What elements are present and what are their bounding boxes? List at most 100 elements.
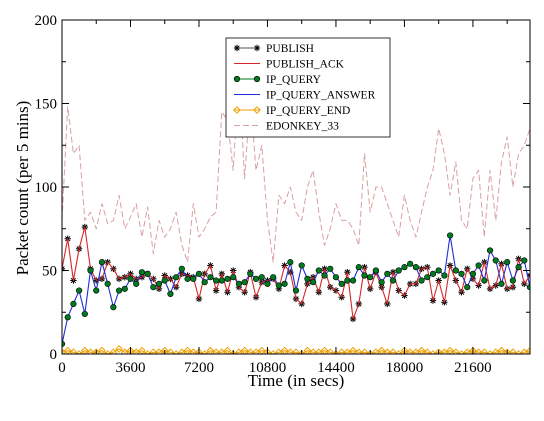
data-point-ip-query-21 (179, 266, 185, 272)
data-point-ip-query-35 (259, 274, 265, 280)
data-point-ip-query-12 (128, 276, 134, 282)
data-point-ip-query-13 (133, 281, 139, 287)
data-point-ip-query-84 (539, 273, 544, 279)
data-point-ip-query-22 (185, 276, 191, 282)
data-point-ip-query-70 (459, 271, 465, 277)
data-point-ip-query-16 (151, 284, 157, 290)
data-point-publish-84 (539, 258, 544, 263)
y-tick-label-100: 100 (35, 180, 58, 196)
data-point-ip-query-72 (470, 271, 476, 277)
data-point-ip-query-5 (88, 268, 94, 274)
data-point-ip-query-24 (196, 271, 202, 277)
data-point-ip-query-27 (213, 278, 219, 284)
y-tick-label-200: 200 (35, 13, 58, 29)
data-point-ip-query-40 (287, 259, 293, 265)
x-tick-label-7200: 7200 (184, 360, 214, 376)
data-point-ip-query-20 (173, 274, 179, 280)
data-point-ip-query-78 (504, 259, 510, 265)
data-point-ip-query-33 (248, 271, 254, 277)
data-point-ip-query-65 (430, 271, 436, 277)
data-point-ip-query-end-83 (533, 349, 539, 355)
data-point-ip-query-6 (93, 288, 99, 294)
data-point-ip-query-62 (413, 264, 419, 270)
data-point-ip-query-31 (236, 281, 242, 287)
data-point-ip-query-32 (242, 279, 248, 285)
data-point-ip-query-67 (442, 273, 448, 279)
legend-label-ip-query-answer: IP_QUERY_ANSWER (266, 90, 376, 102)
data-point-ip-query-42 (299, 263, 305, 269)
data-point-ip-query-14 (139, 269, 145, 275)
data-point-ip-query-69 (453, 268, 459, 274)
data-point-publish-84 (539, 258, 544, 263)
data-point-ip-query-74 (482, 278, 488, 284)
data-point-ip-query-11 (122, 286, 128, 292)
data-point-ip-query-25 (202, 279, 208, 285)
legend-label-publish: PUBLISH (266, 43, 314, 55)
data-point-ip-query-43 (305, 276, 311, 282)
data-point-ip-query-17 (156, 281, 162, 287)
data-point-ip-query-60 (402, 264, 408, 270)
data-point-ip-query-30 (230, 274, 236, 280)
data-point-ip-query-48 (333, 274, 339, 280)
data-point-ip-query-81 (521, 258, 527, 264)
data-point-ip-query-4 (82, 311, 88, 317)
data-point-ip-query-47 (327, 266, 333, 272)
data-point-ip-query-36 (265, 281, 271, 287)
data-point-ip-query-8 (105, 281, 111, 287)
y-tick-label-0: 0 (50, 347, 58, 363)
data-point-ip-query-34 (253, 276, 259, 282)
legend-label-publish-ack: PUBLISH_ACK (266, 59, 345, 71)
data-point-ip-query-68 (447, 233, 453, 239)
data-point-ip-query-64 (424, 274, 430, 280)
x-tick-label-21600: 21600 (454, 360, 492, 376)
data-point-ip-query-71 (464, 284, 470, 290)
data-point-ip-query-55 (373, 268, 379, 274)
legend-marker-ip-query (254, 76, 260, 82)
data-point-publish-83 (533, 295, 538, 300)
data-point-ip-query-76 (493, 258, 499, 264)
data-point-ip-query-50 (345, 278, 351, 284)
data-point-ip-query-63 (419, 278, 425, 284)
data-point-ip-query-49 (339, 281, 345, 287)
y-tick-label-50: 50 (42, 264, 57, 280)
legend-label-edonkey-33: EDONKEY_33 (266, 121, 339, 133)
data-point-ip-query-46 (322, 273, 328, 279)
data-point-ip-query-26 (208, 274, 214, 280)
legend-label-ip-query-end: IP_QUERY_END (266, 105, 350, 117)
legend: PUBLISH PUBLISH_ACK IP_QUERY IP_QUERY_ANSWE… (226, 38, 390, 137)
data-point-ip-query-28 (219, 278, 225, 284)
data-point-ip-query-end-84 (538, 349, 544, 355)
legend-marker-ip-query (234, 76, 240, 82)
data-point-ip-query-61 (407, 261, 413, 267)
data-point-ip-query-3 (76, 288, 82, 294)
data-point-ip-query-15 (145, 271, 151, 277)
data-point-ip-query-41 (293, 288, 299, 294)
data-point-ip-query-80 (516, 264, 522, 270)
data-point-ip-query-23 (190, 276, 196, 282)
data-point-ip-query-59 (396, 268, 402, 274)
data-point-ip-query-53 (362, 273, 368, 279)
data-point-ip-query-51 (350, 278, 356, 284)
data-point-ip-query-19 (168, 291, 174, 297)
data-point-ip-query-58 (390, 278, 396, 284)
data-point-ip-query-77 (499, 281, 505, 287)
data-point-ip-query-10 (116, 288, 122, 294)
data-point-ip-query-29 (225, 276, 231, 282)
data-point-ip-query-7 (99, 259, 105, 265)
data-point-ip-query-56 (379, 279, 385, 285)
x-tick-label-18000: 18000 (386, 360, 424, 376)
data-point-ip-query-1 (65, 314, 71, 320)
data-point-ip-query-83 (533, 264, 539, 270)
data-point-publish-83 (533, 295, 538, 300)
data-point-ip-query-54 (367, 274, 373, 280)
data-point-ip-query-39 (282, 281, 288, 287)
data-point-ip-query-66 (436, 268, 442, 274)
y-axis-label: Packet count (per 5 mins) (13, 101, 32, 276)
data-point-ip-query-44 (310, 279, 316, 285)
data-point-ip-query-73 (476, 263, 482, 269)
data-point-ip-query-45 (316, 268, 322, 274)
data-point-ip-query-2 (71, 301, 77, 307)
legend-label-ip-query: IP_QUERY (266, 74, 322, 86)
x-tick-label-0: 0 (58, 360, 66, 376)
